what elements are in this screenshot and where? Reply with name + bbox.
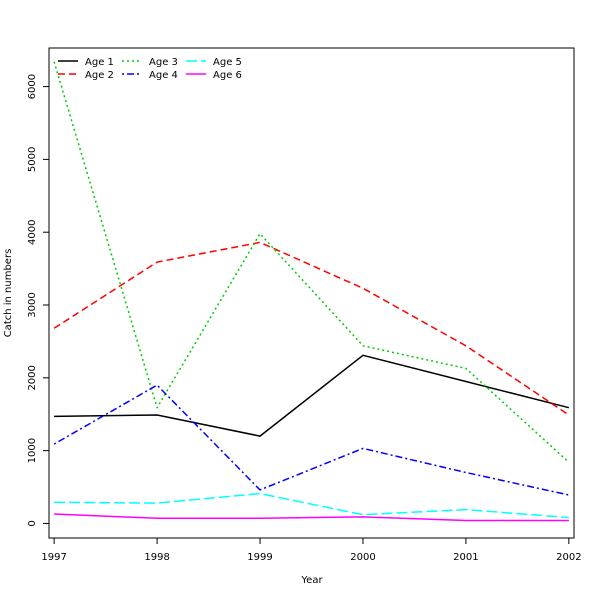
plot-frame xyxy=(48,47,575,539)
x-tick-label: 1999 xyxy=(247,552,272,563)
series-lines xyxy=(53,61,570,522)
x-tick-label: 2000 xyxy=(350,552,375,563)
x-tick-label: 2002 xyxy=(556,552,581,563)
y-tick-label: 0 xyxy=(27,520,38,526)
legend-label-age-2: Age 2 xyxy=(85,70,114,81)
x-axis: 1997 1998 1999 2000 2001 2002 xyxy=(41,537,582,563)
legend-label-age-6: Age 6 xyxy=(213,70,242,81)
series-line-age-2 xyxy=(53,241,570,416)
y-tick-label: 5000 xyxy=(27,147,38,172)
legend-label-age-3: Age 3 xyxy=(149,57,178,68)
legend: Age 1 Age 2 Age 3 Age 4 Age 5 Age 6 xyxy=(58,57,242,81)
x-tick-label: 2001 xyxy=(453,552,478,563)
x-tick-label: 1998 xyxy=(144,552,169,563)
y-tick-label: 4000 xyxy=(27,219,38,244)
series-line-age-6 xyxy=(54,513,569,522)
x-axis-title: Year xyxy=(300,575,323,586)
x-tick-label: 1997 xyxy=(41,552,66,563)
y-axis: 0 1000 2000 3000 4000 5000 6000 xyxy=(27,74,50,527)
legend-label-age-1: Age 1 xyxy=(85,57,114,68)
y-axis-title: Catch in numbers xyxy=(3,249,14,338)
y-tick-label: 1000 xyxy=(27,438,38,463)
legend-label-age-4: Age 4 xyxy=(149,70,178,81)
series-line-age-5 xyxy=(54,492,569,519)
series-line-age-4 xyxy=(53,384,570,496)
y-tick-label: 3000 xyxy=(27,292,38,317)
series-line-age-3 xyxy=(53,61,570,463)
y-tick-label: 2000 xyxy=(27,365,38,390)
legend-label-age-5: Age 5 xyxy=(213,57,242,68)
series-line-age-1 xyxy=(54,354,570,437)
y-tick-label: 6000 xyxy=(27,74,38,99)
